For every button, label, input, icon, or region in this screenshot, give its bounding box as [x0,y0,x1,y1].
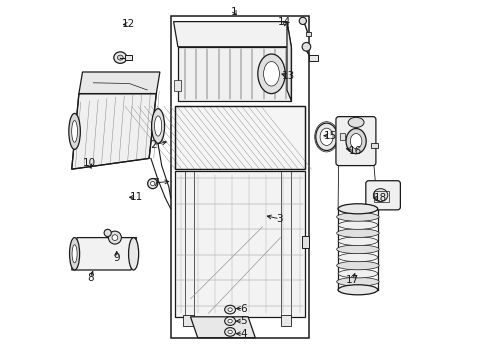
Ellipse shape [227,308,232,311]
Bar [183,315,194,326]
Ellipse shape [257,54,285,94]
Ellipse shape [104,229,111,237]
Ellipse shape [347,117,363,127]
Text: 13: 13 [281,71,294,81]
Ellipse shape [336,229,378,238]
Ellipse shape [336,212,378,221]
Polygon shape [72,94,156,169]
Ellipse shape [147,179,158,189]
Ellipse shape [114,52,126,63]
Ellipse shape [349,134,361,149]
Polygon shape [173,22,291,47]
Ellipse shape [315,123,337,150]
Bar [125,55,132,60]
Ellipse shape [337,237,377,246]
Ellipse shape [224,317,235,325]
Ellipse shape [373,189,387,202]
Ellipse shape [117,55,123,60]
Ellipse shape [227,319,232,323]
Bar [370,143,377,148]
Ellipse shape [337,204,377,213]
Polygon shape [178,47,291,101]
Ellipse shape [72,121,77,142]
Bar [175,106,305,169]
Bar [174,80,181,91]
Ellipse shape [337,285,377,294]
Text: 7: 7 [152,178,158,188]
Text: 8: 8 [87,273,94,283]
Bar [175,171,305,317]
Polygon shape [72,238,136,270]
Polygon shape [79,72,160,94]
FancyBboxPatch shape [365,181,400,210]
Bar [373,191,387,202]
Ellipse shape [346,129,366,154]
Bar [175,106,305,169]
FancyBboxPatch shape [335,117,375,166]
Ellipse shape [108,231,121,244]
Bar [340,133,344,140]
Bar [305,32,311,36]
Polygon shape [286,22,291,101]
Ellipse shape [320,128,332,145]
Ellipse shape [299,17,306,24]
Text: 10: 10 [82,158,95,168]
Bar [170,16,309,338]
Ellipse shape [128,238,139,270]
Ellipse shape [336,245,378,253]
Text: 5: 5 [240,316,246,326]
Text: 17: 17 [345,275,358,285]
Ellipse shape [154,116,162,136]
Text: 1: 1 [231,6,237,17]
Ellipse shape [337,253,377,262]
Ellipse shape [337,204,377,214]
Polygon shape [190,317,255,338]
Ellipse shape [69,238,80,270]
Bar [308,55,317,61]
Text: 15: 15 [323,131,336,141]
Text: 6: 6 [240,303,246,314]
Ellipse shape [302,42,310,51]
Text: 11: 11 [130,192,143,202]
Text: 9: 9 [113,253,120,263]
Bar [280,315,291,326]
Ellipse shape [337,285,377,295]
Text: 14: 14 [278,17,291,27]
Text: 4: 4 [240,329,246,339]
Ellipse shape [150,181,155,186]
Text: 16: 16 [348,146,361,156]
Ellipse shape [336,277,378,286]
Ellipse shape [112,235,118,240]
Ellipse shape [224,305,235,314]
Ellipse shape [263,62,279,86]
Text: 12: 12 [122,19,135,30]
Ellipse shape [72,245,77,263]
Text: 2: 2 [150,140,157,150]
Text: 3: 3 [276,214,283,224]
Ellipse shape [337,269,377,278]
Ellipse shape [69,113,80,149]
Bar [302,236,308,248]
Ellipse shape [227,330,232,334]
Ellipse shape [337,221,377,229]
Ellipse shape [224,328,235,336]
Ellipse shape [151,109,164,143]
Text: 18: 18 [373,193,386,203]
Ellipse shape [336,261,378,270]
